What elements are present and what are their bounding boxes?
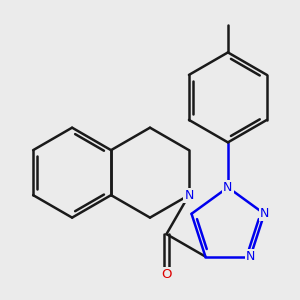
Text: O: O	[161, 268, 172, 281]
Text: N: N	[246, 250, 255, 263]
Text: N: N	[184, 189, 194, 202]
Text: N: N	[260, 207, 269, 220]
Text: N: N	[223, 181, 232, 194]
